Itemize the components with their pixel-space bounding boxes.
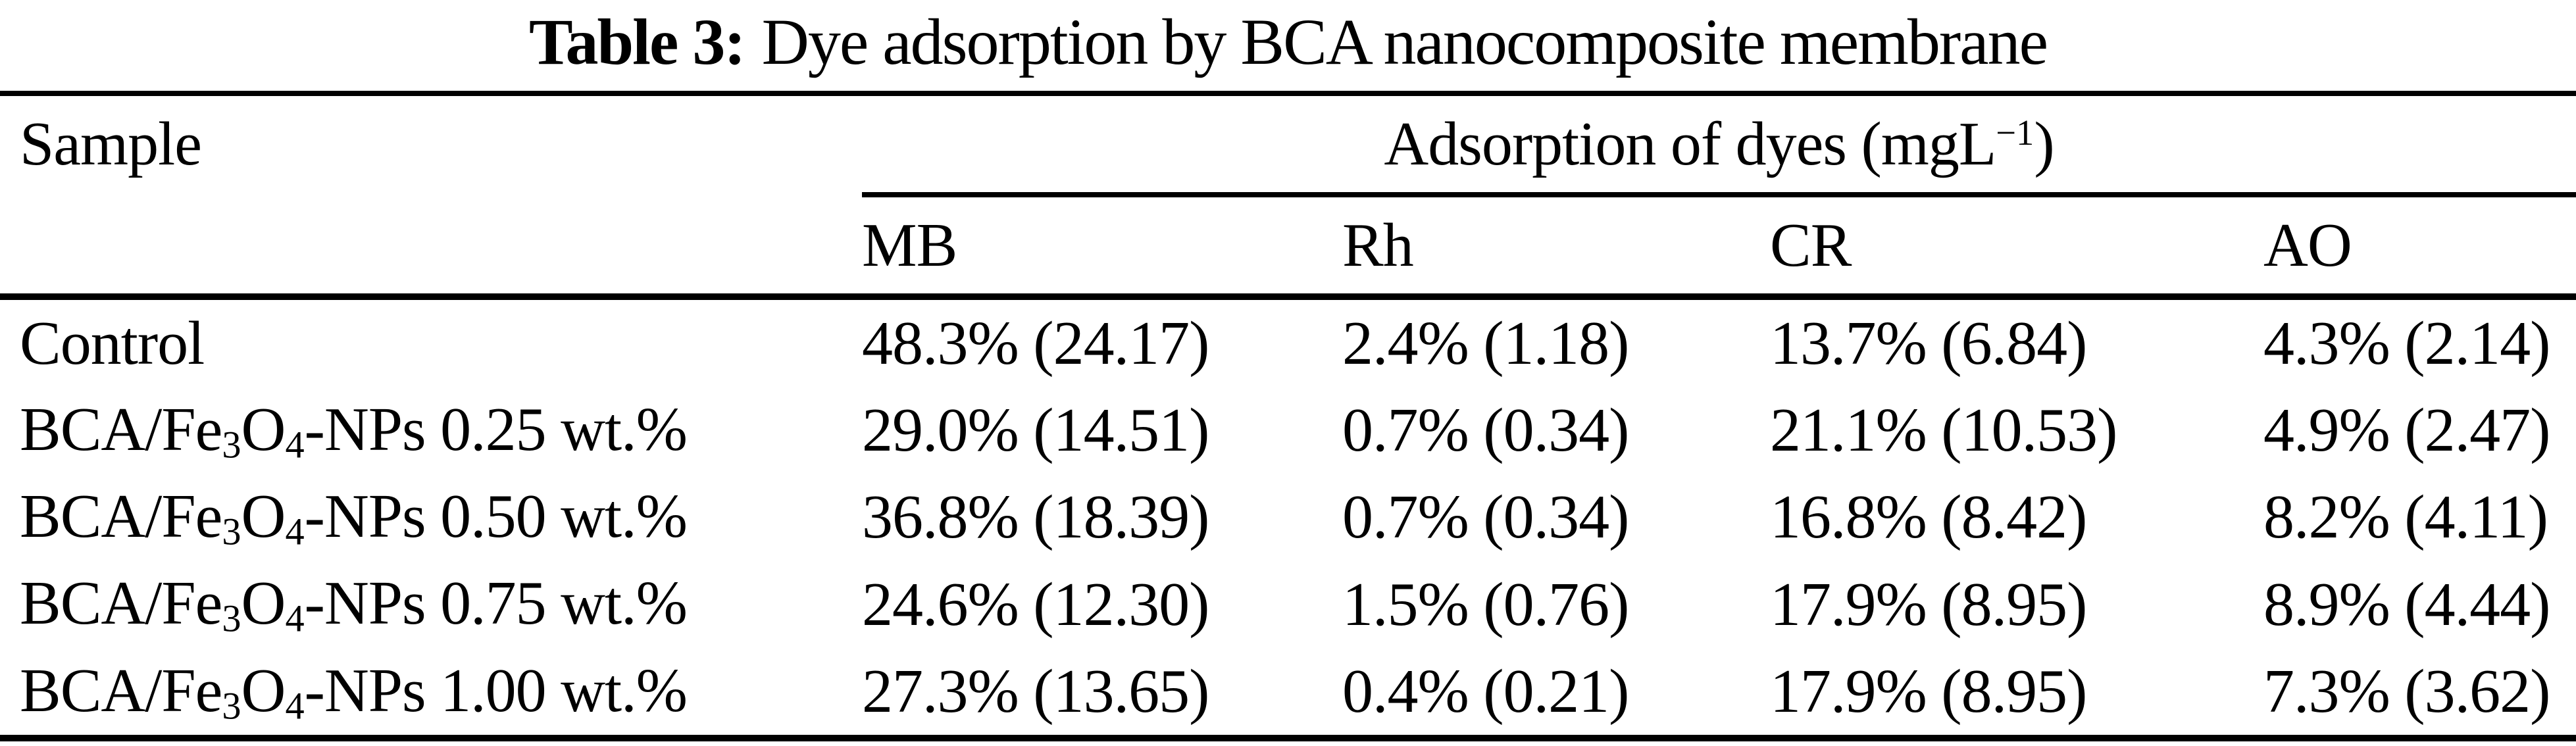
- value-cell: 16.8% (8.42): [1770, 483, 2087, 552]
- value-cell: 13.7% (6.84): [1770, 309, 2087, 378]
- column-group-header: Adsorption of dyes (mgL−1): [862, 109, 2576, 180]
- table-row: Control 48.3% (24.17) 2.4% (1.18) 13.7% (6.…: [0, 300, 2576, 387]
- value-cell: 21.1% (10.53): [1770, 396, 2117, 465]
- sample-cell: BCA/Fe3O4-NPs 0.25 wt.%: [20, 395, 688, 466]
- table-body: Control 48.3% (24.17) 2.4% (1.18) 13.7% (6.…: [0, 300, 2576, 735]
- sample-cell: Control: [20, 309, 205, 378]
- value-cell: 48.3% (24.17): [862, 309, 1209, 378]
- value-cell: 17.9% (8.95): [1770, 657, 2087, 726]
- table-caption: Table 3: Dye adsorption by BCA nanocompos…: [0, 4, 2576, 80]
- group-header-text: Adsorption of dyes (mgL: [1384, 110, 1996, 178]
- value-cell: 2.4% (1.18): [1342, 309, 1629, 378]
- table-row: BCA/Fe3O4-NPs 1.00 wt.% 27.3% (13.65) 0.4%…: [0, 648, 2576, 735]
- column-header-dye: AO: [2263, 211, 2352, 280]
- value-cell: 17.9% (8.95): [1770, 570, 2087, 639]
- sample-cell: BCA/Fe3O4-NPs 1.00 wt.%: [20, 656, 688, 728]
- table-caption-text: Dye adsorption by BCA nanocomposite memb…: [761, 5, 2048, 78]
- column-header-sample: Sample: [20, 110, 202, 178]
- value-cell: 29.0% (14.51): [862, 396, 1209, 465]
- header-body-rule: [0, 293, 2576, 300]
- value-cell: 4.9% (2.47): [2263, 396, 2550, 465]
- table-top-rule: [0, 91, 2576, 96]
- group-header-rule: [862, 192, 2576, 197]
- table-header-row: Sample Adsorption of dyes (mgL−1): [0, 96, 2576, 192]
- table-bottom-rule: [0, 735, 2576, 741]
- value-cell: 8.2% (4.11): [2263, 483, 2548, 552]
- table-row: BCA/Fe3O4-NPs 0.75 wt.% 24.6% (12.30) 1.5%…: [0, 561, 2576, 648]
- value-cell: 0.7% (0.34): [1342, 483, 1629, 552]
- sample-cell: BCA/Fe3O4-NPs 0.75 wt.%: [20, 569, 688, 641]
- value-cell: 7.3% (3.62): [2263, 657, 2550, 726]
- value-cell: 0.4% (0.21): [1342, 657, 1629, 726]
- sample-cell: BCA/Fe3O4-NPs 0.50 wt.%: [20, 482, 688, 553]
- table-caption-label: Table 3:: [529, 5, 746, 78]
- column-header-dye: Rh: [1342, 211, 1414, 280]
- value-cell: 24.6% (12.30): [862, 570, 1209, 639]
- table-row: BCA/Fe3O4-NPs 0.25 wt.% 29.0% (14.51) 0.7%…: [0, 387, 2576, 474]
- group-header-superscript: −1: [1996, 112, 2034, 153]
- column-header-dye: MB: [862, 211, 957, 280]
- value-cell: 36.8% (18.39): [862, 483, 1209, 552]
- value-cell: 8.9% (4.44): [2263, 570, 2550, 639]
- group-header-close-paren: ): [2034, 110, 2054, 178]
- column-header-dye: CR: [1770, 211, 1852, 280]
- value-cell: 4.3% (2.14): [2263, 309, 2550, 378]
- table-row: BCA/Fe3O4-NPs 0.50 wt.% 36.8% (18.39) 0.7%…: [0, 474, 2576, 560]
- dye-column-header-row: MB Rh CR AO: [0, 197, 2576, 293]
- value-cell: 1.5% (0.76): [1342, 570, 1629, 639]
- value-cell: 27.3% (13.65): [862, 657, 1209, 726]
- value-cell: 0.7% (0.34): [1342, 396, 1629, 465]
